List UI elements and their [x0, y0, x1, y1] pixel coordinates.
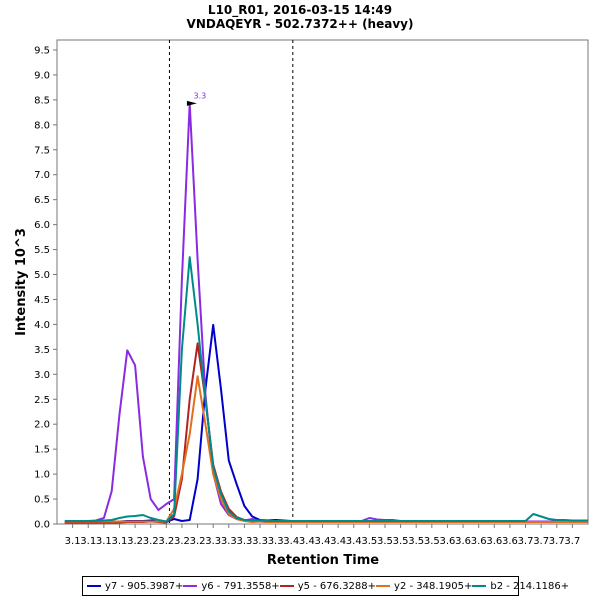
x-tick-label: 3.7 [533, 536, 549, 547]
peak-arrow-icon [186, 100, 197, 106]
x-tick-label: 3.3 [236, 536, 252, 547]
legend-item: y5 - 676.3288+ [279, 580, 377, 592]
legend-label: y7 - 905.3987+ [105, 580, 184, 592]
x-tick-label: 3.3 [268, 536, 284, 547]
y-tick-label: 2.0 [34, 420, 50, 431]
chart-subtitle: VNDAQEYR - 502.7372++ (heavy) [187, 17, 414, 31]
legend-label: y2 - 348.1905+ [394, 580, 473, 592]
x-tick-label: 3.7 [564, 536, 580, 547]
x-tick-label: 3.2 [158, 536, 174, 547]
y-axis-title: Intensity 10^3 [14, 228, 29, 336]
x-tick-label: 3.6 [455, 536, 471, 547]
x-tick-label: 3.4 [315, 536, 331, 547]
legend-swatch [279, 585, 294, 587]
y-tick-label: 9.0 [34, 70, 50, 81]
x-tick-label: 3.4 [283, 536, 299, 547]
y-tick-label: 4.0 [34, 320, 50, 331]
x-tick-label: 3.5 [361, 536, 377, 547]
x-tick-label: 3.2 [174, 536, 190, 547]
chart-legend: y7 - 905.3987+ y6 - 791.3558+ y5 - 676.328… [82, 576, 569, 596]
x-tick-label: 3.3 [221, 536, 237, 547]
legend-swatch [472, 585, 487, 587]
y-tick-label: 6.5 [34, 195, 50, 206]
x-tick-label: 3.1 [96, 536, 112, 547]
x-axis-title: Retention Time [267, 553, 379, 568]
legend-label: y6 - 791.3558+ [201, 580, 280, 592]
y-tick-label: 6.0 [34, 220, 50, 231]
x-tick-label: 3.5 [424, 536, 440, 547]
series-line-4 [64, 256, 588, 523]
x-tick-label: 3.4 [330, 536, 346, 547]
legend-label: b2 - 214.1186+ [490, 580, 570, 592]
y-tick-label: 9.5 [34, 45, 50, 56]
y-tick-label: 8.0 [34, 120, 50, 131]
x-tick-label: 3.4 [346, 536, 362, 547]
y-tick-label: 2.5 [34, 395, 50, 406]
x-tick-label: 3.2 [127, 536, 143, 547]
x-tick-label: 3.6 [486, 536, 502, 547]
y-tick-label: 1.5 [34, 445, 50, 456]
legend-item: y6 - 791.3558+ [183, 580, 280, 592]
legend-item: y7 - 905.3987+ [87, 581, 183, 592]
x-tick-label: 3.6 [439, 536, 455, 547]
x-tick-label: 3.5 [377, 536, 393, 547]
y-tick-label: 8.5 [34, 95, 50, 106]
y-tick-label: 0.0 [34, 520, 50, 531]
plot-area [56, 39, 589, 525]
x-tick-label: 3.2 [190, 536, 206, 547]
x-tick-label: 3.5 [393, 536, 409, 547]
x-tick-label: 3.6 [471, 536, 487, 547]
x-tick-label: 3.1 [112, 536, 128, 547]
y-tick-label: 7.0 [34, 170, 50, 181]
x-tick-label: 3.4 [299, 536, 315, 547]
legend-swatch [376, 585, 391, 587]
chart-title: L10_R01, 2016-03-15 14:49 [208, 3, 392, 18]
legend-swatch [87, 585, 101, 587]
legend-label: y5 - 676.3288+ [297, 580, 377, 592]
x-tick-label: 3.7 [549, 536, 565, 547]
y-tick-label: 7.5 [34, 145, 50, 156]
x-tick-label: 3.5 [408, 536, 424, 547]
legend-item: y2 - 348.1905+ [376, 581, 472, 592]
x-tick-label: 3.1 [80, 536, 96, 547]
legend-swatch [183, 585, 198, 587]
x-tick-label: 3.7 [518, 536, 534, 547]
y-tick-label: 5.5 [34, 245, 50, 256]
y-tick-label: 5.0 [34, 270, 50, 281]
x-tick-label: 3.3 [205, 536, 221, 547]
x-tick-label: 3.2 [143, 536, 159, 547]
legend-item: b2 - 214.1186+ [472, 581, 569, 592]
peak-rt-label: 3.3 [194, 91, 207, 100]
x-tick-label: 3.3 [252, 536, 268, 547]
x-tick-label: 3.6 [502, 536, 518, 547]
y-tick-label: 3.0 [34, 370, 50, 381]
x-tick-label: 3.1 [65, 536, 81, 547]
y-tick-label: 3.5 [34, 345, 50, 356]
y-tick-label: 1.0 [34, 470, 50, 481]
y-tick-label: 0.5 [34, 495, 50, 506]
y-tick-label: 4.5 [34, 295, 50, 306]
